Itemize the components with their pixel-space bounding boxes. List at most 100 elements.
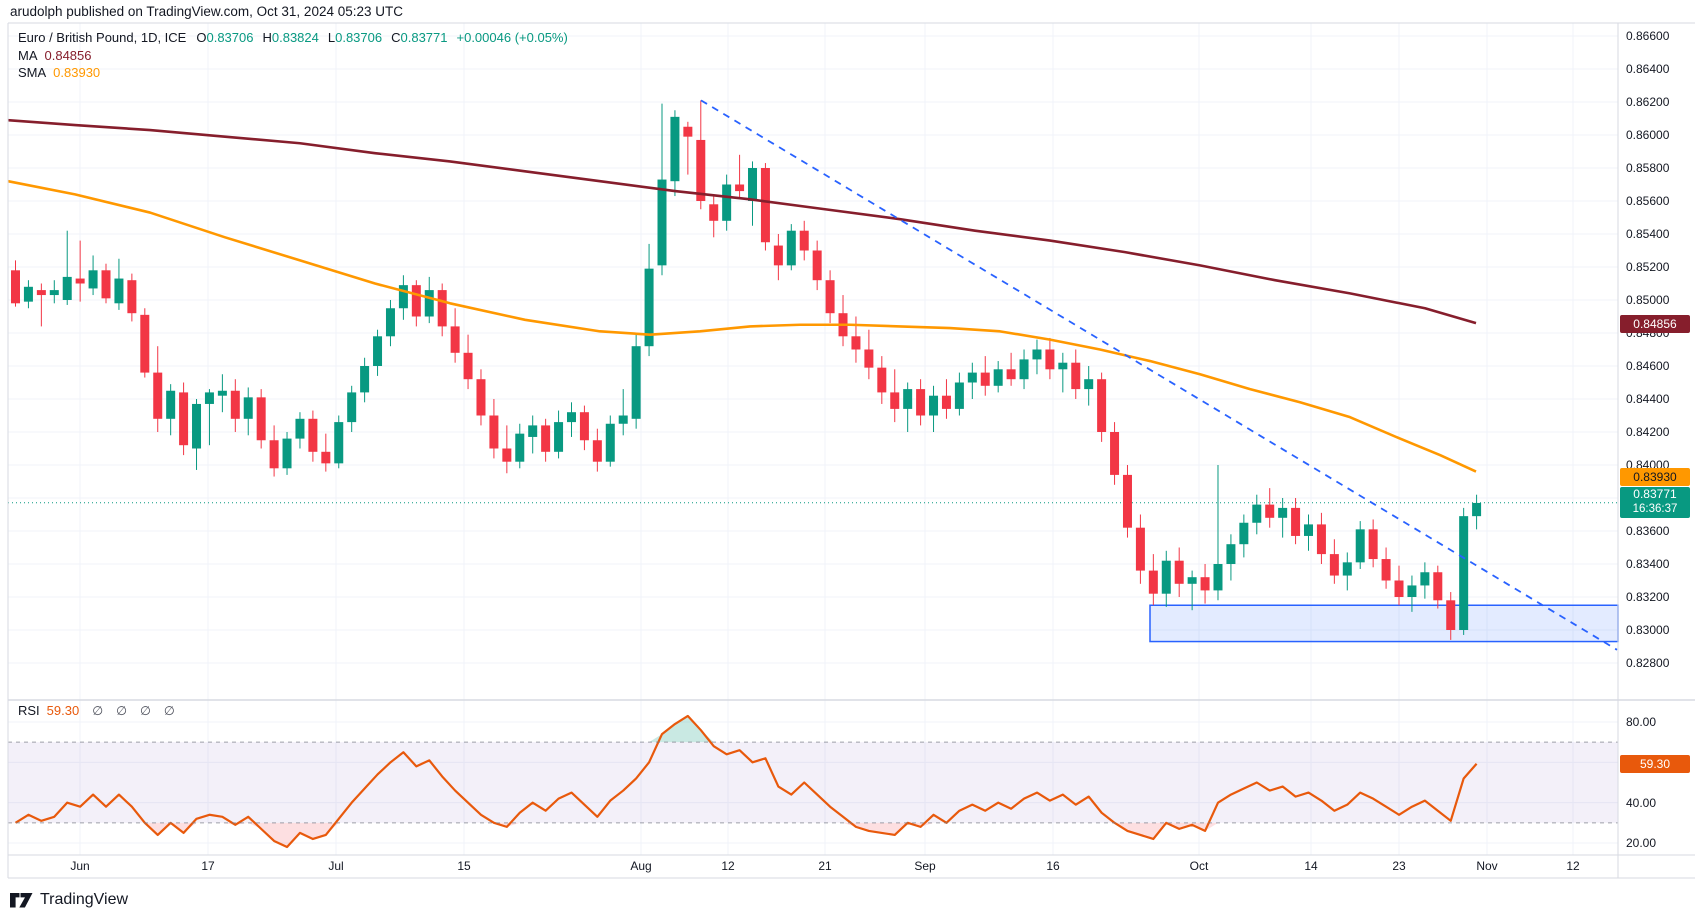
ohlc-item: L0.83706 (327, 30, 383, 45)
candle (1420, 572, 1430, 586)
sma-line (7, 179, 1477, 473)
candle (243, 397, 253, 419)
ohlc-item: C0.83771 (391, 30, 448, 45)
candle (1110, 432, 1120, 475)
publish-info: arudolph published on TradingView.com, O… (10, 4, 403, 19)
candle (295, 418, 305, 439)
candle (760, 168, 770, 243)
candle (127, 280, 137, 314)
rsi-oversold-fill (15, 822, 1477, 848)
candle (1097, 379, 1107, 432)
candle (1329, 554, 1339, 576)
candle (489, 415, 499, 449)
candle (877, 367, 887, 393)
candle (437, 290, 447, 327)
candle (114, 278, 124, 304)
legend-row-sma[interactable]: SMA 0.83930 (18, 64, 568, 82)
candle (903, 389, 913, 409)
candle (541, 425, 551, 452)
candle (735, 184, 745, 192)
empty-value-icon: ∅ (92, 704, 104, 718)
candle (954, 382, 964, 409)
candle (347, 392, 357, 423)
candle (825, 280, 835, 314)
sma-label: SMA (18, 65, 47, 80)
candle (1265, 504, 1275, 518)
candle (1342, 562, 1352, 576)
sma-value: 0.83930 (53, 65, 101, 80)
candle (101, 270, 111, 299)
candle (1381, 559, 1391, 581)
candle (217, 390, 227, 396)
candle (308, 418, 318, 452)
candle (192, 403, 202, 449)
empty-value-icon: ∅ (163, 704, 175, 718)
tradingview-logo[interactable]: TradingView (10, 891, 128, 909)
candle (670, 116, 680, 182)
candle (1187, 577, 1197, 584)
candle (1174, 560, 1184, 584)
candle (476, 379, 486, 416)
candle (644, 268, 654, 347)
candle (411, 285, 421, 317)
candle (1135, 527, 1145, 571)
candle (424, 290, 434, 317)
candle (980, 372, 990, 386)
candle (579, 412, 589, 441)
candle (1472, 502, 1482, 517)
candle (1006, 369, 1016, 380)
candle (153, 372, 163, 419)
candle (941, 395, 951, 409)
candle (916, 389, 926, 416)
candle (515, 433, 525, 462)
candle (256, 397, 266, 441)
symbol-title[interactable]: Euro / British Pound, 1D, ICE (18, 30, 187, 45)
candle (722, 184, 732, 221)
rsi-line (14, 714, 1478, 849)
symbol-legend: Euro / British Pound, 1D, ICE O0.83706 H0.… (18, 29, 568, 82)
candle (786, 230, 796, 266)
candle (1239, 522, 1249, 545)
candle (709, 204, 719, 221)
rsi-overbought-fill (15, 715, 1477, 743)
ma-label: MA (18, 47, 38, 63)
legend-row-symbol[interactable]: Euro / British Pound, 1D, ICE O0.83706 H0.… (18, 29, 568, 47)
candle (1252, 504, 1262, 523)
candle (1019, 359, 1029, 380)
tradingview-logo-text: TradingView (40, 891, 129, 908)
trendline (700, 99, 1618, 651)
candle (773, 245, 783, 266)
candle (1278, 507, 1288, 518)
candle (1213, 564, 1223, 591)
candle (864, 349, 874, 368)
candle (631, 346, 641, 419)
candle (1433, 572, 1443, 601)
candle (696, 139, 706, 201)
rsi-legend[interactable]: RSI 59.30 ∅ ∅ ∅ ∅ (18, 703, 175, 718)
candle (967, 372, 977, 383)
ohlc-item: H0.83824 (262, 30, 319, 45)
candle (683, 126, 693, 137)
candle (1071, 362, 1081, 390)
candle (282, 438, 292, 469)
candle (929, 395, 939, 416)
candle (11, 270, 20, 304)
empty-value-icon: ∅ (116, 704, 127, 718)
candle (993, 369, 1003, 386)
legend-row-ma[interactable]: MA 0.84856 (18, 47, 568, 65)
candle (748, 168, 758, 201)
candle (657, 179, 667, 266)
candle (385, 308, 395, 337)
candle (1226, 544, 1236, 564)
ma-line (7, 118, 1477, 325)
candle (1084, 379, 1094, 390)
candle (230, 390, 240, 419)
empty-value-icon: ∅ (140, 704, 151, 718)
candle (204, 392, 214, 404)
ohlc-item: O0.83706 (196, 30, 254, 45)
candle (554, 422, 564, 452)
candle (88, 270, 98, 289)
candle (321, 451, 331, 464)
